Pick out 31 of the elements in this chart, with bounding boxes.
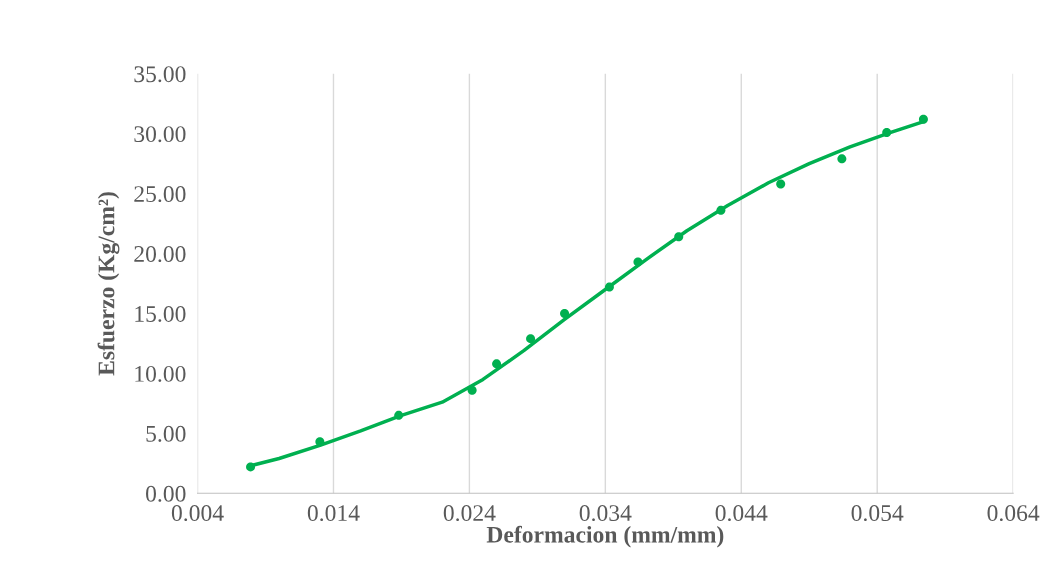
y-tick-label: 5.00 (146, 425, 186, 442)
point (604, 282, 614, 292)
point (467, 385, 477, 395)
point (837, 154, 847, 164)
y-axis-title: Esfuerzo (Kg/cm²) (97, 192, 120, 376)
x-tick-label: 0.034 (579, 505, 632, 522)
x-tick-label: 0.054 (851, 505, 904, 522)
point (526, 334, 536, 344)
point (394, 410, 404, 420)
point (918, 114, 928, 124)
x-tick-label: 0.014 (307, 505, 360, 522)
point (246, 462, 256, 472)
point (492, 359, 502, 369)
y-tick-label: 20.00 (134, 246, 186, 263)
point (560, 308, 570, 318)
x-tick-label: 0.064 (987, 505, 1040, 522)
x-tick-label: 0.024 (443, 505, 496, 522)
x-tick-label: 0.044 (715, 505, 768, 522)
y-tick-label: 30.00 (134, 126, 186, 143)
y-tick-label: 15.00 (135, 305, 186, 322)
point (716, 205, 726, 215)
point (674, 232, 684, 242)
y-tick-label: 35.00 (134, 66, 186, 83)
point (776, 179, 786, 189)
x-tick-label: 0.004 (171, 505, 224, 522)
point (882, 127, 892, 137)
x-axis-title: Deformacion (mm/mm) (486, 525, 724, 548)
point (633, 257, 643, 267)
y-tick-label: 25.00 (134, 186, 186, 203)
y-tick-label: 10.00 (135, 365, 186, 382)
y-tick-label: 0.00 (146, 485, 186, 502)
